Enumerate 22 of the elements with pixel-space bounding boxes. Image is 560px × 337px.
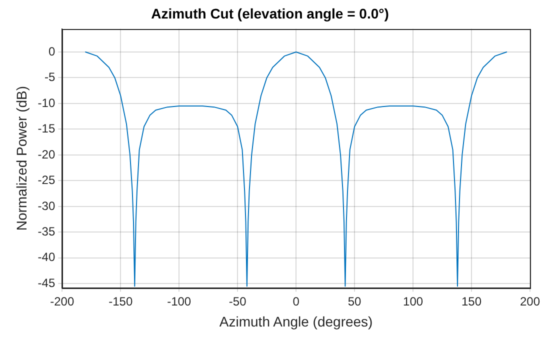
y-tick-label: -25 [38,173,56,188]
x-tick-label: 0 [292,294,300,308]
y-tick-label: 0 [48,44,56,58]
x-tick-label: -50 [228,294,247,308]
x-tick-label: -100 [167,294,192,308]
y-tick-label: -30 [38,198,56,213]
x-tick-label: 150 [462,294,482,308]
x-tick-label: -200 [50,294,74,308]
y-axis-title: Normalized Power (dB) [13,86,30,231]
x-tick-label: 50 [348,294,362,308]
x-tick-label: -150 [108,294,133,308]
chart-title: Azimuth Cut (elevation angle = 0.0°) [151,5,389,22]
x-axis-title: Azimuth Angle (degrees) [219,313,373,330]
y-tick-label: -20 [38,147,56,162]
x-tick-label: 200 [520,294,540,308]
y-tick-label: -40 [38,250,56,264]
y-tick-label: -10 [38,96,56,110]
x-tick-label: 100 [403,294,424,308]
y-tick-label: -5 [44,70,56,84]
y-tick-label: -35 [38,224,56,238]
y-tick-label: -45 [38,276,56,290]
y-tick-label: -15 [38,122,56,136]
